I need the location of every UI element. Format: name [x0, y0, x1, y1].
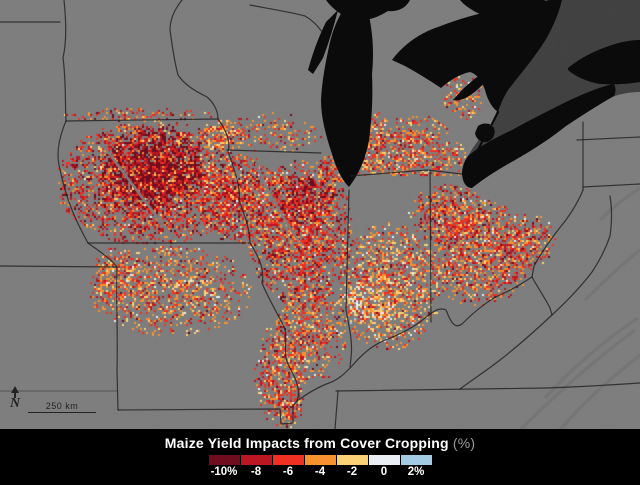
legend-swatch-label: -2 — [346, 466, 358, 478]
lake-st-clair — [475, 123, 495, 143]
legend-bar: Maize Yield Impacts from Cover Cropping … — [0, 429, 640, 485]
scale-bar: 250 km — [28, 401, 96, 413]
legend-swatch — [208, 455, 240, 465]
border-ky-wv — [531, 276, 553, 316]
border-tn-west — [334, 390, 339, 429]
border-mi-south — [349, 169, 463, 177]
border-pa-south — [582, 183, 640, 188]
border-wi-mi — [249, 4, 323, 33]
border-ia-west — [57, 120, 89, 244]
legend-swatch — [336, 455, 368, 465]
border-mississippi-lower — [249, 242, 300, 402]
border-ky-va — [459, 314, 553, 390]
state-borders — [0, 0, 640, 429]
border-mn-west — [62, 0, 67, 122]
scale-bar-line — [28, 412, 96, 413]
border-in-oh — [429, 169, 432, 323]
border-wv-va — [551, 195, 613, 316]
border-ia-north — [65, 118, 219, 122]
legend-swatch-label: 0 — [380, 466, 388, 478]
yield-impact-dot-grid — [0, 0, 640, 429]
lake-ontario — [568, 40, 640, 85]
des-moines-river — [102, 144, 176, 242]
st-clair-river — [490, 110, 500, 126]
legend-swatch — [304, 455, 336, 465]
green-bay — [308, 10, 338, 74]
north-label: N — [9, 396, 21, 411]
scale-bar-label: 250 km — [45, 401, 79, 411]
border-ohio-river — [296, 276, 533, 402]
lake-huron — [392, 0, 562, 112]
saginaw-bay — [453, 66, 498, 101]
border-oh-wv — [531, 189, 584, 278]
river-gaps — [102, 144, 300, 242]
legend-swatch — [272, 455, 304, 465]
legend-swatch-row — [0, 455, 640, 465]
legend-swatch-label: 2% — [407, 466, 425, 478]
legend-swatch — [368, 455, 400, 465]
border-ny-pa — [576, 136, 640, 141]
border-mississippi-upper — [217, 118, 251, 244]
map-canvas-area: N 250 km — [0, 0, 640, 429]
great-lakes — [308, 0, 640, 188]
legend-swatch-label: -4 — [314, 466, 326, 478]
map-overlay — [0, 0, 640, 429]
illinois-river — [254, 162, 300, 242]
border-mn-wi — [169, 0, 219, 120]
legend-swatch-label: -6 — [282, 466, 294, 478]
legend-label-row: -10% -8 -6 -4 -2 0 2% — [0, 466, 640, 478]
legend-swatch-label: -8 — [250, 466, 262, 478]
border-mo-west — [116, 266, 119, 411]
border-wi-il — [226, 149, 322, 154]
lake-erie — [462, 84, 616, 188]
lake-michigan — [321, 8, 373, 187]
border-mo-south — [117, 400, 298, 425]
north-arrow-icon — [11, 386, 19, 393]
legend-swatch — [240, 455, 272, 465]
legend-swatch-label: -10% — [210, 466, 238, 478]
north-arrow: N — [5, 386, 25, 411]
legend-title: Maize Yield Impacts from Cover Cropping … — [0, 435, 640, 451]
legend-title-text: Maize Yield Impacts from Cover Cropping — [164, 435, 449, 451]
border-mo-nw — [87, 242, 118, 268]
border-il-in — [345, 189, 353, 368]
border-ne-ks — [0, 265, 118, 268]
border-ky-tn — [335, 382, 640, 392]
north-arrow-stem — [14, 393, 16, 398]
legend-title-units: (%) — [452, 435, 476, 451]
legend-swatch — [400, 455, 432, 465]
